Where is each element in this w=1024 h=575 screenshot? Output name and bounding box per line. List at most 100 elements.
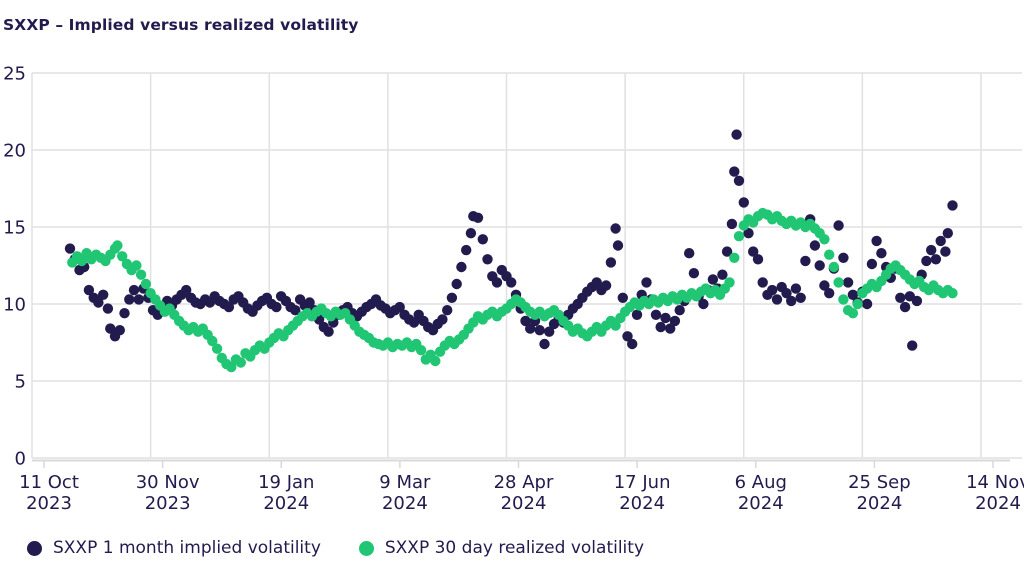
realized-point xyxy=(610,320,621,331)
realized-point xyxy=(415,345,427,356)
realized-point xyxy=(847,308,859,319)
implied-point xyxy=(477,234,488,245)
implied-point xyxy=(921,255,932,267)
implied-point xyxy=(861,298,873,310)
legend-label-realized: SXXP 30 day realized volatility xyxy=(384,538,645,558)
legend-item-realized: SXXP 30 day realized volatility xyxy=(358,538,645,558)
realized-point xyxy=(838,294,849,305)
implied-point xyxy=(128,284,140,296)
implied-point xyxy=(707,274,719,285)
realized-point xyxy=(135,269,147,280)
implied-point xyxy=(290,305,301,316)
implied-point xyxy=(482,254,493,265)
implied-point xyxy=(665,323,676,334)
implied-point xyxy=(591,277,602,288)
implied-point xyxy=(617,292,628,303)
realized-point xyxy=(76,255,88,267)
implied-point xyxy=(655,321,666,333)
realized-series-swatch-icon xyxy=(358,540,374,556)
implied-point xyxy=(442,305,453,316)
implied-point xyxy=(544,326,555,337)
x-tick-label-year: 2024 xyxy=(738,493,784,514)
realized-point xyxy=(828,261,840,273)
realized-point xyxy=(131,260,142,271)
implied-point xyxy=(814,260,825,271)
implied-point xyxy=(304,297,315,308)
implied-point xyxy=(876,248,887,259)
implied-point xyxy=(871,235,882,247)
implied-point xyxy=(114,325,126,336)
implied-point xyxy=(64,243,76,254)
implied-point xyxy=(105,323,116,334)
implied-point xyxy=(660,312,671,324)
x-tick-label-year: 2024 xyxy=(975,493,1021,514)
implied-point xyxy=(181,284,192,296)
implied-point xyxy=(605,257,617,268)
realized-series xyxy=(67,207,958,373)
implied-point xyxy=(935,235,946,247)
realized-point xyxy=(430,355,441,367)
implied-point xyxy=(786,295,797,307)
x-tick-label-date: 28 Apr xyxy=(494,472,554,493)
implied-point xyxy=(506,277,517,288)
implied-point xyxy=(781,288,792,299)
y-tick-labels: 0 5 10 15 20 25 xyxy=(3,64,26,470)
y-tick-label: 5 xyxy=(15,372,26,393)
realized-point xyxy=(833,277,844,288)
implied-point xyxy=(940,246,951,257)
implied-point xyxy=(465,228,477,239)
legend-label-implied: SXXP 1 month implied volatility xyxy=(53,538,321,558)
implied-point xyxy=(610,223,621,234)
implied-point xyxy=(650,309,662,320)
realized-point xyxy=(226,361,237,373)
implied-point xyxy=(600,280,612,291)
implied-point xyxy=(733,175,745,186)
legend-item-implied: SXXP 1 month implied volatility xyxy=(27,538,321,558)
x-tick-label-year: 2024 xyxy=(501,493,547,514)
implied-point xyxy=(847,289,859,300)
implied-point xyxy=(437,314,448,325)
implied-point xyxy=(525,323,536,334)
realized-point xyxy=(729,252,740,263)
implied-point xyxy=(833,220,844,231)
x-tick-label-year: 2023 xyxy=(26,493,72,514)
realized-point xyxy=(824,249,835,260)
implied-point xyxy=(684,248,695,259)
implied-point xyxy=(83,284,95,296)
y-tick-label: 15 xyxy=(3,218,26,239)
implied-point xyxy=(491,277,503,288)
implied-point xyxy=(717,269,728,280)
x-tick-label-date: 14 Nov xyxy=(966,472,1024,493)
realized-point xyxy=(819,234,830,245)
implied-point xyxy=(408,317,420,328)
implied-point xyxy=(726,218,738,230)
realized-point xyxy=(852,298,863,310)
implied-series-swatch-icon xyxy=(27,540,42,556)
x-tick-label-date: 11 Oct xyxy=(19,472,79,493)
implied-point xyxy=(729,166,740,177)
implied-point xyxy=(819,280,830,291)
implied-point xyxy=(866,258,878,270)
y-tick-label: 25 xyxy=(3,64,26,85)
implied-point xyxy=(119,308,130,319)
x-tick-label-year: 2024 xyxy=(263,493,309,514)
implied-point xyxy=(124,294,135,305)
implied-point xyxy=(842,277,854,288)
realized-point xyxy=(207,335,218,347)
implied-point xyxy=(394,301,405,313)
x-tick-label-date: 19 Jan xyxy=(258,472,314,493)
implied-point xyxy=(472,212,484,223)
implied-point xyxy=(838,252,849,263)
implied-point xyxy=(223,301,235,313)
implied-point xyxy=(824,288,835,299)
x-tick-label-year: 2023 xyxy=(145,493,191,514)
x-axis-ticks xyxy=(43,461,994,468)
x-tick-label-date: 30 Nov xyxy=(136,472,200,493)
implied-point xyxy=(757,277,768,288)
y-tick-label: 0 xyxy=(15,449,26,470)
implied-point xyxy=(674,305,685,316)
implied-point xyxy=(930,254,942,265)
chart-title: SXXP – Implied versus realized volatilit… xyxy=(3,16,359,34)
